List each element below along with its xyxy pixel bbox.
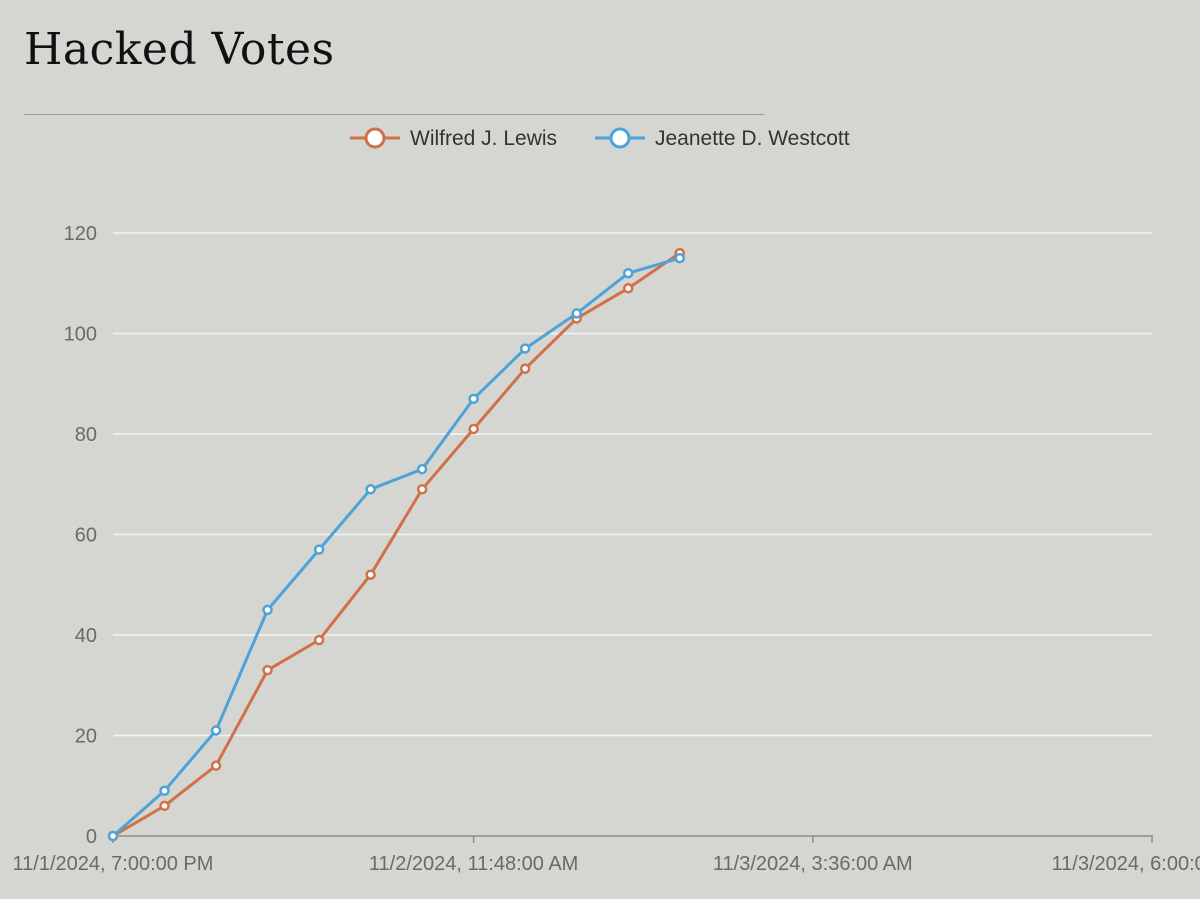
data-point [468,393,479,405]
x-tick-label: 11/2/2024, 11:48:00 AM [369,853,578,875]
data-point [262,664,273,676]
legend-swatch-marker[interactable] [609,127,631,149]
y-tick-label: 100 [64,324,97,346]
data-point [416,463,428,475]
data-point [468,423,479,435]
x-tick-label: 11/1/2024, 7:00:00 PM [13,853,214,875]
data-point [674,252,685,264]
data-point [416,484,428,495]
data-point [159,785,170,797]
data-point [519,343,531,354]
data-point [571,308,582,319]
data-point [159,800,170,812]
y-tick-label: 20 [75,726,97,748]
legend-label[interactable]: Jeanette D. Westcott [655,127,850,150]
data-point [210,725,222,736]
data-point [262,604,273,616]
series-line-0 [112,251,681,838]
y-tick-label: 80 [75,424,97,446]
series-line-1 [112,256,681,838]
data-point [313,634,325,646]
page-title: Hacked Votes [24,24,335,75]
data-point [313,544,325,555]
x-tick-label: 11/3/2024, 6:00:00 PM [1052,853,1200,875]
y-tick-label: 0 [86,826,97,848]
y-tick-label: 60 [75,525,97,547]
data-point [519,363,531,374]
legend-swatch-marker[interactable] [364,127,386,149]
y-tick-label: 120 [64,223,97,245]
data-point [210,760,222,771]
data-point [622,267,634,279]
data-point [107,830,119,842]
data-point [365,484,376,495]
data-point [365,569,376,580]
data-point [622,283,634,294]
legend-label[interactable]: Wilfred J. Lewis [410,127,557,150]
y-tick-label: 40 [75,625,97,647]
title-divider [24,114,764,115]
x-tick-label: 11/3/2024, 3:36:00 AM [713,853,913,875]
